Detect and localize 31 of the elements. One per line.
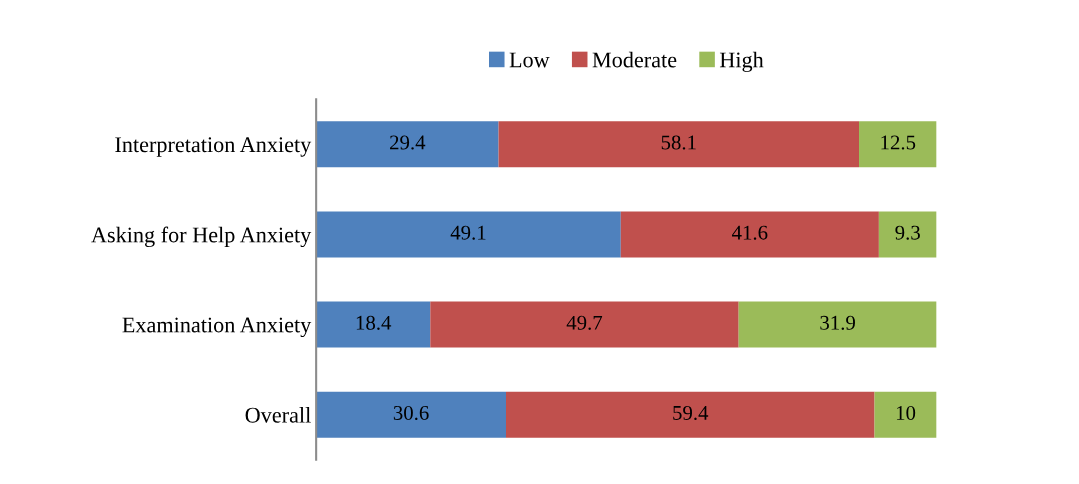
- bar: [506, 391, 875, 438]
- y-tick-label: Examination Anxiety: [122, 317, 312, 338]
- data-label: 9.3: [895, 225, 920, 240]
- data-label: 18.4: [356, 315, 392, 330]
- bar: [316, 121, 499, 168]
- y-tick-label: Overall: [245, 407, 311, 423]
- data-label: 30.6: [393, 405, 429, 421]
- bar: [430, 301, 739, 348]
- bar: [316, 211, 621, 258]
- data-label: 31.9: [820, 315, 855, 330]
- y-tick-label: Interpretation Anxiety: [115, 137, 312, 157]
- data-label: 49.1: [450, 225, 486, 240]
- bar: [316, 391, 506, 438]
- bar: [878, 211, 937, 258]
- bar: [498, 121, 860, 168]
- bar: [874, 391, 937, 438]
- data-label: 12.5: [881, 135, 916, 150]
- bar: [620, 211, 879, 258]
- data-label: 41.6: [732, 225, 768, 240]
- legend-label: Moderate: [592, 51, 677, 68]
- data-label: 58.1: [661, 135, 696, 150]
- legend-label: Low: [509, 52, 550, 68]
- data-label: 29.4: [390, 135, 426, 150]
- data-label: 10: [896, 405, 916, 420]
- y-tick-label: Asking for Help Anxiety: [91, 226, 312, 248]
- legend-label: High: [719, 51, 764, 73]
- data-label: 49.7: [566, 315, 603, 330]
- bar: [316, 301, 431, 348]
- data-label: 59.4: [673, 405, 709, 421]
- bar: [738, 301, 937, 348]
- bar: [859, 121, 937, 168]
